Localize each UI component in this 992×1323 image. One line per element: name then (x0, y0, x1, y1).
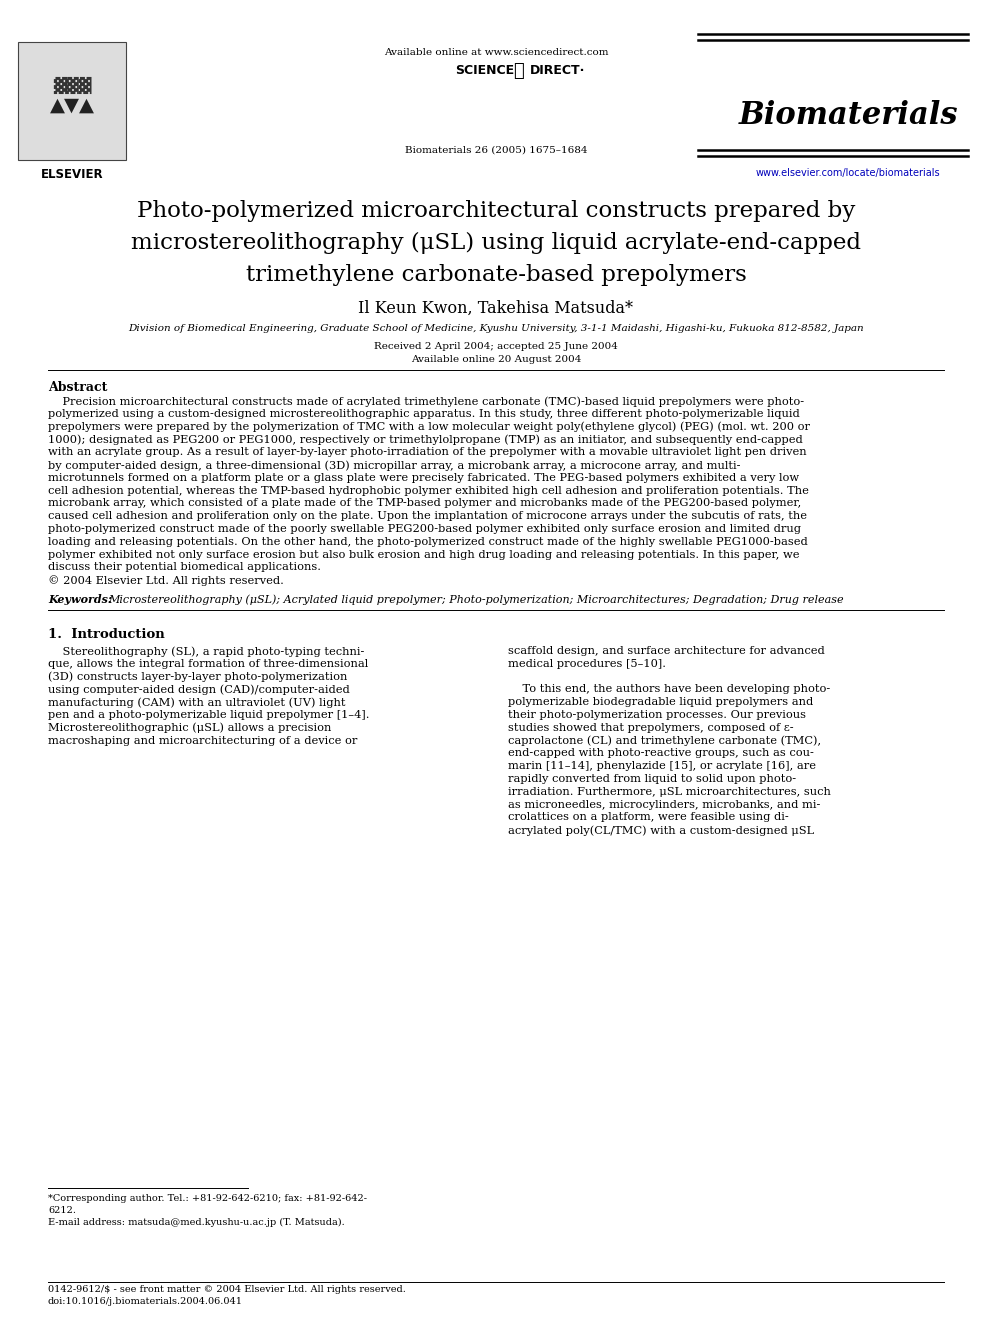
Text: DIRECT·: DIRECT· (530, 64, 585, 77)
Text: acrylated poly(CL/TMC) with a custom-designed μSL: acrylated poly(CL/TMC) with a custom-des… (508, 826, 814, 836)
Text: caused cell adhesion and proliferation only on the plate. Upon the implantation : caused cell adhesion and proliferation o… (48, 511, 807, 521)
Text: Available online at www.sciencedirect.com: Available online at www.sciencedirect.co… (384, 48, 608, 57)
Text: ⓓ: ⓓ (514, 62, 525, 79)
Text: studies showed that prepolymers, composed of ε-: studies showed that prepolymers, compose… (508, 722, 794, 733)
Text: (3D) constructs layer-by-layer photo-polymerization: (3D) constructs layer-by-layer photo-pol… (48, 672, 347, 683)
Text: microstereolithography (μSL) using liquid acrylate-end-capped: microstereolithography (μSL) using liqui… (131, 232, 861, 254)
Text: Photo-polymerized microarchitectural constructs prepared by: Photo-polymerized microarchitectural con… (137, 200, 855, 222)
Text: by computer-aided design, a three-dimensional (3D) micropillar array, a microban: by computer-aided design, a three-dimens… (48, 460, 740, 471)
Text: photo-polymerized construct made of the poorly swellable PEG200-based polymer ex: photo-polymerized construct made of the … (48, 524, 801, 534)
Text: Available online 20 August 2004: Available online 20 August 2004 (411, 355, 581, 364)
Text: pen and a photo-polymerizable liquid prepolymer [1–4].: pen and a photo-polymerizable liquid pre… (48, 710, 369, 720)
Text: marin [11–14], phenylazide [15], or acrylate [16], are: marin [11–14], phenylazide [15], or acry… (508, 761, 816, 771)
Text: end-capped with photo-reactive groups, such as cou-: end-capped with photo-reactive groups, s… (508, 749, 813, 758)
Text: Biomaterials 26 (2005) 1675–1684: Biomaterials 26 (2005) 1675–1684 (405, 146, 587, 155)
Text: loading and releasing potentials. On the other hand, the photo-polymerized const: loading and releasing potentials. On the… (48, 537, 807, 546)
Text: Keywords:: Keywords: (48, 594, 116, 605)
Text: *Corresponding author. Tel.: +81-92-642-6210; fax: +81-92-642-: *Corresponding author. Tel.: +81-92-642-… (48, 1193, 367, 1203)
Text: www.elsevier.com/locate/biomaterials: www.elsevier.com/locate/biomaterials (756, 168, 940, 179)
Text: microtunnels formed on a platform plate or a glass plate were precisely fabricat: microtunnels formed on a platform plate … (48, 472, 800, 483)
Text: ▲▼▲: ▲▼▲ (50, 95, 94, 115)
Text: ▓▓▓: ▓▓▓ (53, 75, 91, 94)
Text: Il Keun Kwon, Takehisa Matsuda*: Il Keun Kwon, Takehisa Matsuda* (358, 300, 634, 318)
Text: 1000); designated as PEG200 or PEG1000, respectively or trimethylolpropane (TMP): 1000); designated as PEG200 or PEG1000, … (48, 434, 803, 445)
Text: © 2004 Elsevier Ltd. All rights reserved.: © 2004 Elsevier Ltd. All rights reserved… (48, 576, 284, 586)
Text: polymer exhibited not only surface erosion but also bulk erosion and high drug l: polymer exhibited not only surface erosi… (48, 549, 800, 560)
Text: caprolactone (CL) and trimethylene carbonate (TMC),: caprolactone (CL) and trimethylene carbo… (508, 736, 821, 746)
Text: their photo-polymerization processes. Our previous: their photo-polymerization processes. Ou… (508, 710, 806, 720)
Text: with an acrylate group. As a result of layer-by-layer photo-irradiation of the p: with an acrylate group. As a result of l… (48, 447, 806, 458)
Text: as microneedles, microcylinders, microbanks, and mi-: as microneedles, microcylinders, microba… (508, 799, 820, 810)
Text: 6212.: 6212. (48, 1207, 76, 1215)
Text: 0142-9612/$ - see front matter © 2004 Elsevier Ltd. All rights reserved.: 0142-9612/$ - see front matter © 2004 El… (48, 1285, 406, 1294)
Text: cell adhesion potential, whereas the TMP-based hydrophobic polymer exhibited hig: cell adhesion potential, whereas the TMP… (48, 486, 808, 496)
Text: SCIENCE: SCIENCE (455, 64, 514, 77)
Text: 1.  Introduction: 1. Introduction (48, 628, 165, 642)
Text: irradiation. Furthermore, μSL microarchitectures, such: irradiation. Furthermore, μSL microarchi… (508, 787, 831, 796)
Text: discuss their potential biomedical applications.: discuss their potential biomedical appli… (48, 562, 321, 573)
Text: prepolymers were prepared by the polymerization of TMC with a low molecular weig: prepolymers were prepared by the polymer… (48, 422, 810, 433)
Text: trimethylene carbonate-based prepolymers: trimethylene carbonate-based prepolymers (246, 265, 746, 286)
Text: scaffold design, and surface architecture for advanced: scaffold design, and surface architectur… (508, 646, 824, 656)
Text: doi:10.1016/j.biomaterials.2004.06.041: doi:10.1016/j.biomaterials.2004.06.041 (48, 1297, 243, 1306)
Text: crolattices on a platform, were feasible using di-: crolattices on a platform, were feasible… (508, 812, 789, 823)
Text: Precision microarchitectural constructs made of acrylated trimethylene carbonate: Precision microarchitectural constructs … (48, 396, 805, 406)
Text: manufacturing (CAM) with an ultraviolet (UV) light: manufacturing (CAM) with an ultraviolet … (48, 697, 345, 708)
Text: polymerizable biodegradable liquid prepolymers and: polymerizable biodegradable liquid prepo… (508, 697, 813, 708)
Text: To this end, the authors have been developing photo-: To this end, the authors have been devel… (508, 684, 830, 695)
Text: Microstereolithography (μSL); Acrylated liquid prepolymer; Photo-polymerization;: Microstereolithography (μSL); Acrylated … (108, 594, 843, 605)
Text: rapidly converted from liquid to solid upon photo-: rapidly converted from liquid to solid u… (508, 774, 797, 785)
Text: que, allows the integral formation of three-dimensional: que, allows the integral formation of th… (48, 659, 368, 669)
Text: Microstereolithographic (μSL) allows a precision: Microstereolithographic (μSL) allows a p… (48, 722, 331, 733)
Text: polymerized using a custom-designed microstereolithographic apparatus. In this s: polymerized using a custom-designed micr… (48, 409, 800, 419)
Text: medical procedures [5–10].: medical procedures [5–10]. (508, 659, 666, 669)
Text: Biomaterials: Biomaterials (738, 101, 957, 131)
Text: microbank array, which consisted of a plate made of the TMP-based polymer and mi: microbank array, which consisted of a pl… (48, 499, 802, 508)
FancyBboxPatch shape (18, 42, 126, 160)
Text: E-mail address: matsuda@med.kyushu-u.ac.jp (T. Matsuda).: E-mail address: matsuda@med.kyushu-u.ac.… (48, 1218, 345, 1228)
Text: ELSEVIER: ELSEVIER (41, 168, 103, 181)
Text: Abstract: Abstract (48, 381, 107, 394)
Text: macroshaping and microarchitecturing of a device or: macroshaping and microarchitecturing of … (48, 736, 357, 746)
Text: using computer-aided design (CAD)/computer-aided: using computer-aided design (CAD)/comput… (48, 684, 350, 695)
Text: Division of Biomedical Engineering, Graduate School of Medicine, Kyushu Universi: Division of Biomedical Engineering, Grad… (128, 324, 864, 333)
Text: Stereolithography (SL), a rapid photo-typing techni-: Stereolithography (SL), a rapid photo-ty… (48, 646, 364, 656)
Text: Received 2 April 2004; accepted 25 June 2004: Received 2 April 2004; accepted 25 June … (374, 343, 618, 351)
